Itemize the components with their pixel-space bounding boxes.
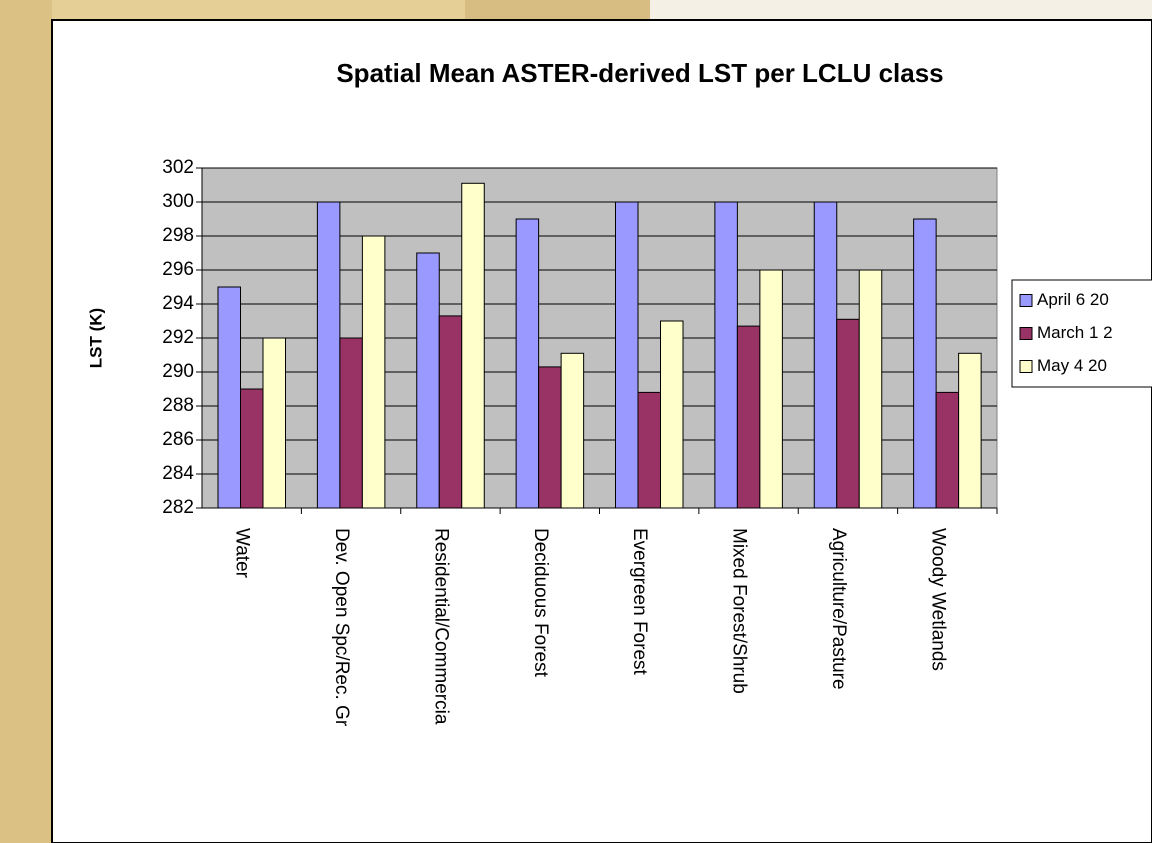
chart-title: Spatial Mean ASTER-derived LST per LCLU … [336, 58, 943, 88]
y-tick-label: 298 [162, 225, 194, 246]
background-strip [650, 0, 1152, 20]
x-tick-label: Mixed Forest/Shrub [729, 528, 750, 694]
bar [339, 337, 363, 509]
y-axis-label: LST (K) [86, 308, 105, 368]
x-tick-label: Woody Wetlands [927, 528, 948, 671]
background-strip [465, 0, 650, 20]
bar [538, 366, 562, 509]
x-tick-label: Deciduous Forest [530, 528, 551, 678]
y-tick-label: 302 [162, 157, 194, 178]
bar [316, 201, 341, 509]
legend-label: April 6 20 [1037, 290, 1109, 309]
legend-box [1011, 279, 1152, 388]
bar [714, 201, 738, 509]
y-tick-label: 296 [162, 259, 194, 280]
bar [913, 218, 937, 509]
legend-swatch [1019, 360, 1033, 373]
bar [615, 201, 639, 509]
bar [461, 182, 485, 509]
bar [240, 388, 264, 509]
x-tick-label: Agriculture/Pasture [828, 528, 849, 690]
bar [262, 337, 286, 509]
x-tick-label: Water [232, 528, 253, 579]
bar [515, 218, 540, 509]
y-tick-label: 286 [162, 429, 194, 450]
y-tick-label: 292 [162, 327, 194, 348]
bar [813, 201, 838, 509]
y-tick-label: 294 [162, 293, 194, 314]
bar [637, 391, 661, 509]
bar [217, 286, 241, 509]
bar [759, 269, 783, 509]
y-tick-label: 282 [162, 497, 194, 518]
y-tick-label: 290 [162, 361, 194, 382]
background-strip [0, 0, 52, 843]
y-tick-label: 284 [162, 463, 194, 484]
legend-label: May 4 20 [1037, 356, 1107, 375]
bar [935, 391, 960, 509]
x-tick-label: Residential/Commercia [430, 528, 451, 725]
legend-label: March 1 2 [1037, 323, 1113, 342]
bar [361, 235, 386, 509]
x-tick-label: Evergreen Forest [629, 528, 650, 676]
bar [736, 325, 761, 509]
legend-swatch [1019, 294, 1033, 307]
bar [660, 320, 684, 509]
y-tick-label: 300 [162, 191, 194, 212]
bar [836, 318, 860, 509]
bar [438, 315, 463, 509]
bar [560, 352, 585, 509]
legend-swatch [1019, 327, 1033, 340]
x-tick-label: Dev. Open Spc/Rec. Gr [331, 528, 352, 727]
bar [958, 352, 982, 509]
bar [416, 252, 440, 509]
bar [858, 269, 883, 509]
y-tick-label: 288 [162, 395, 194, 416]
